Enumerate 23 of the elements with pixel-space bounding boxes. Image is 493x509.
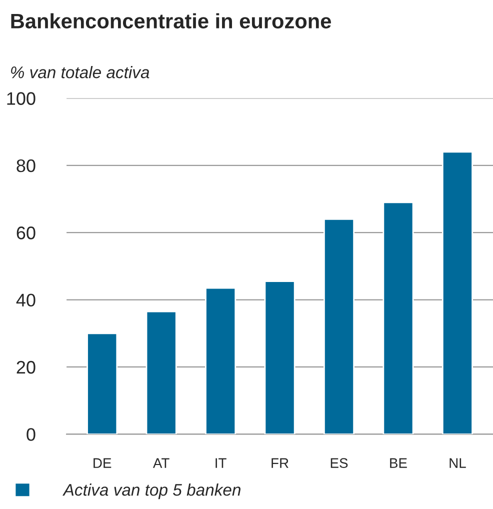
- y-tick-label: 0: [26, 428, 36, 441]
- legend-label: Activa van top 5 banken: [62, 484, 240, 500]
- chart-title: Bankenconcentratie in eurozone: [11, 13, 331, 28]
- x-tick-label: NL: [450, 458, 466, 468]
- x-tick-label: FR: [272, 458, 288, 468]
- bar: [382, 202, 414, 434]
- y-tick-label: 80: [16, 159, 36, 172]
- y-tick-label: 20: [16, 360, 36, 374]
- bar: [205, 287, 236, 434]
- bar: [86, 332, 118, 434]
- x-tick-label: DE: [94, 458, 112, 468]
- y-tick-label: 60: [16, 226, 36, 240]
- bar: [442, 151, 473, 434]
- y-axis-title: % van totale activa: [11, 66, 150, 78]
- y-tick-label: 40: [16, 294, 36, 307]
- bar: [324, 218, 355, 434]
- bar: [146, 310, 177, 434]
- x-tick-label: IT: [216, 458, 226, 468]
- y-tick-label: 100: [7, 92, 36, 105]
- x-tick-label: ES: [330, 458, 348, 468]
- bar: [264, 280, 296, 434]
- x-tick-label: AT: [152, 458, 170, 468]
- x-tick-label: BE: [390, 458, 407, 468]
